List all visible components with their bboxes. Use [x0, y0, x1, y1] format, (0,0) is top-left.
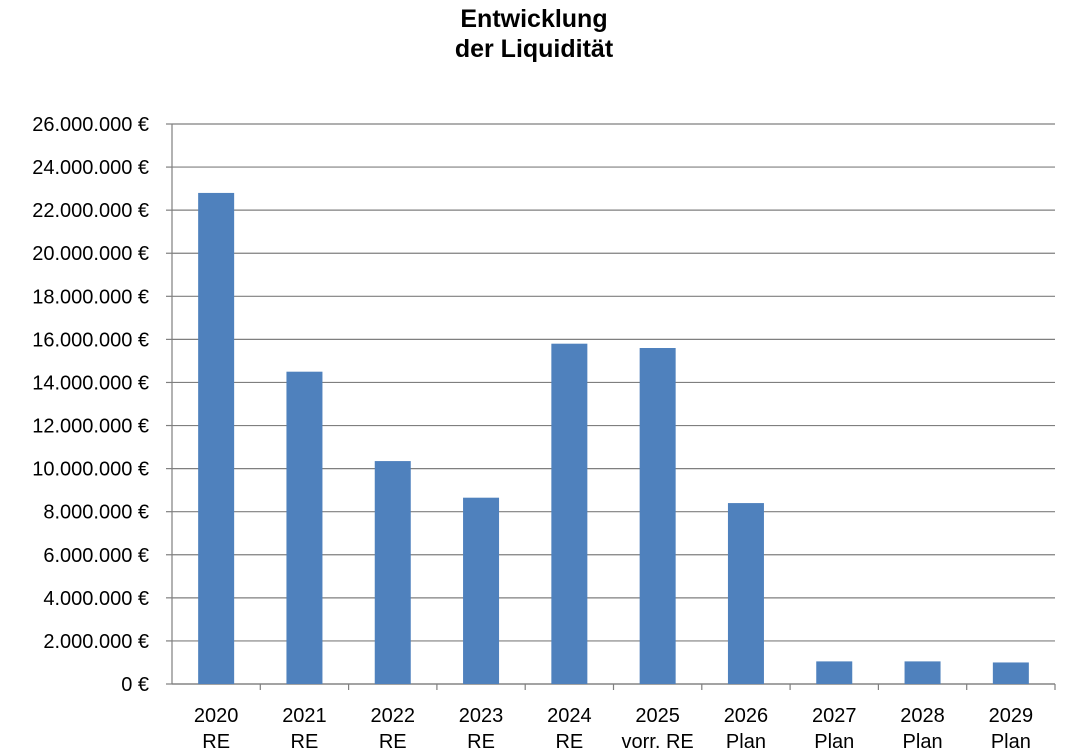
y-tick-label: 26.000.000 € — [32, 114, 149, 136]
y-tick-label: 8.000.000 € — [43, 502, 149, 524]
bar — [904, 661, 941, 684]
x-tick-label: 2028 — [900, 705, 945, 727]
y-tick-label: 4.000.000 € — [43, 588, 149, 610]
x-tick-label: 2021 — [282, 705, 327, 727]
x-tick-label: 2027 — [812, 705, 857, 727]
x-tick-label: Plan — [991, 731, 1031, 751]
bar — [551, 343, 588, 684]
y-tick-label: 22.000.000 € — [32, 200, 149, 222]
x-tick-label: Plan — [814, 731, 854, 751]
y-tick-label: 12.000.000 € — [32, 416, 149, 438]
y-tick-label: 20.000.000 € — [32, 243, 149, 265]
x-tick-label: Plan — [726, 731, 766, 751]
x-tick-label: 2025 — [635, 705, 680, 727]
x-tick-label: 2022 — [371, 705, 416, 727]
bar — [639, 348, 676, 684]
x-tick-label: vorr. RE — [622, 731, 694, 751]
bar — [286, 371, 323, 684]
y-tick-label: 14.000.000 € — [32, 372, 149, 394]
chart-title-line-1: Entwicklung — [460, 5, 608, 33]
y-tick-label: 24.000.000 € — [32, 157, 149, 179]
x-tick-label: RE — [555, 731, 583, 751]
x-tick-label: 2023 — [459, 705, 504, 727]
x-tick-label: Plan — [903, 731, 943, 751]
y-tick-label: 16.000.000 € — [32, 329, 149, 351]
x-tick-label: RE — [202, 731, 230, 751]
bar — [198, 192, 235, 684]
bar — [816, 661, 853, 684]
chart-title-line-2: der Liquidität — [454, 35, 614, 63]
x-tick-label: 2029 — [989, 705, 1034, 727]
y-tick-label: 10.000.000 € — [32, 459, 149, 481]
bar — [727, 503, 764, 684]
x-tick-label: RE — [291, 731, 319, 751]
bar — [992, 662, 1029, 684]
y-tick-label: 2.000.000 € — [43, 631, 149, 653]
x-tick-label: RE — [467, 731, 495, 751]
x-tick-label: 2026 — [724, 705, 769, 727]
y-tick-label: 6.000.000 € — [43, 545, 149, 567]
x-tick-label: 2020 — [194, 705, 239, 727]
y-tick-label: 18.000.000 € — [32, 286, 149, 308]
x-tick-label: RE — [379, 731, 407, 751]
bar — [463, 497, 500, 684]
chart-title: Entwicklung der Liquidität — [0, 4, 1068, 64]
y-tick-label: 0 € — [121, 674, 149, 696]
bar — [374, 461, 411, 684]
x-tick-label: 2024 — [547, 705, 592, 727]
